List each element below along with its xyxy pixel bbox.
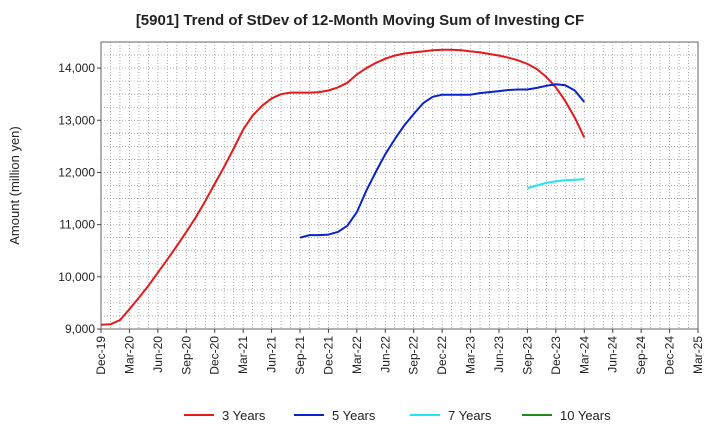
legend-label: 3 Years: [222, 408, 266, 423]
y-tick-label: 14,000: [58, 61, 95, 75]
legend-label: 7 Years: [448, 408, 492, 423]
series-line-3-years: [100, 48, 586, 326]
x-tick-label: Dec-19: [94, 336, 108, 375]
x-tick-label: Mar-21: [236, 336, 250, 374]
y-tick-label: 12,000: [58, 165, 95, 179]
x-tick-label: Jun-22: [378, 336, 392, 373]
x-tick-label: Sep-22: [407, 336, 421, 375]
x-tick-label: Sep-23: [520, 336, 534, 375]
legend-label: 5 Years: [332, 408, 376, 423]
y-tick-label: 9,000: [65, 322, 95, 336]
x-tick-label: Mar-24: [577, 336, 591, 374]
series-line-7-years: [527, 178, 585, 190]
y-tick-label: 10,000: [58, 270, 95, 284]
y-tick-label: 11,000: [59, 218, 95, 232]
y-axis-title: Amount (million yen): [7, 126, 22, 245]
x-tick-label: Mar-23: [464, 336, 478, 374]
x-tick-label: Dec-20: [208, 336, 222, 375]
x-tick-label: Jun-24: [606, 336, 620, 373]
x-tick-label: Dec-24: [663, 336, 677, 375]
x-tick-label: Mar-20: [122, 336, 136, 374]
series-line-5-years: [299, 83, 586, 239]
x-tick-label: Sep-21: [293, 336, 307, 375]
y-tick-label: 13,000: [58, 113, 95, 127]
x-tick-label: Dec-21: [321, 336, 335, 375]
x-tick-label: Mar-22: [350, 336, 364, 374]
x-tick-label: Jun-20: [151, 336, 165, 373]
x-tick-label: Sep-20: [179, 336, 193, 375]
x-tick-label: Jun-23: [492, 336, 506, 373]
x-tick-label: Sep-24: [634, 336, 648, 375]
x-tick-label: Mar-25: [691, 336, 705, 374]
chart-title: [5901] Trend of StDev of 12-Month Moving…: [135, 12, 585, 29]
x-tick-label: Dec-23: [549, 336, 563, 375]
legend-label: 10 Years: [560, 408, 611, 423]
x-tick-label: Dec-22: [435, 336, 449, 375]
x-tick-label: Jun-21: [265, 336, 279, 373]
